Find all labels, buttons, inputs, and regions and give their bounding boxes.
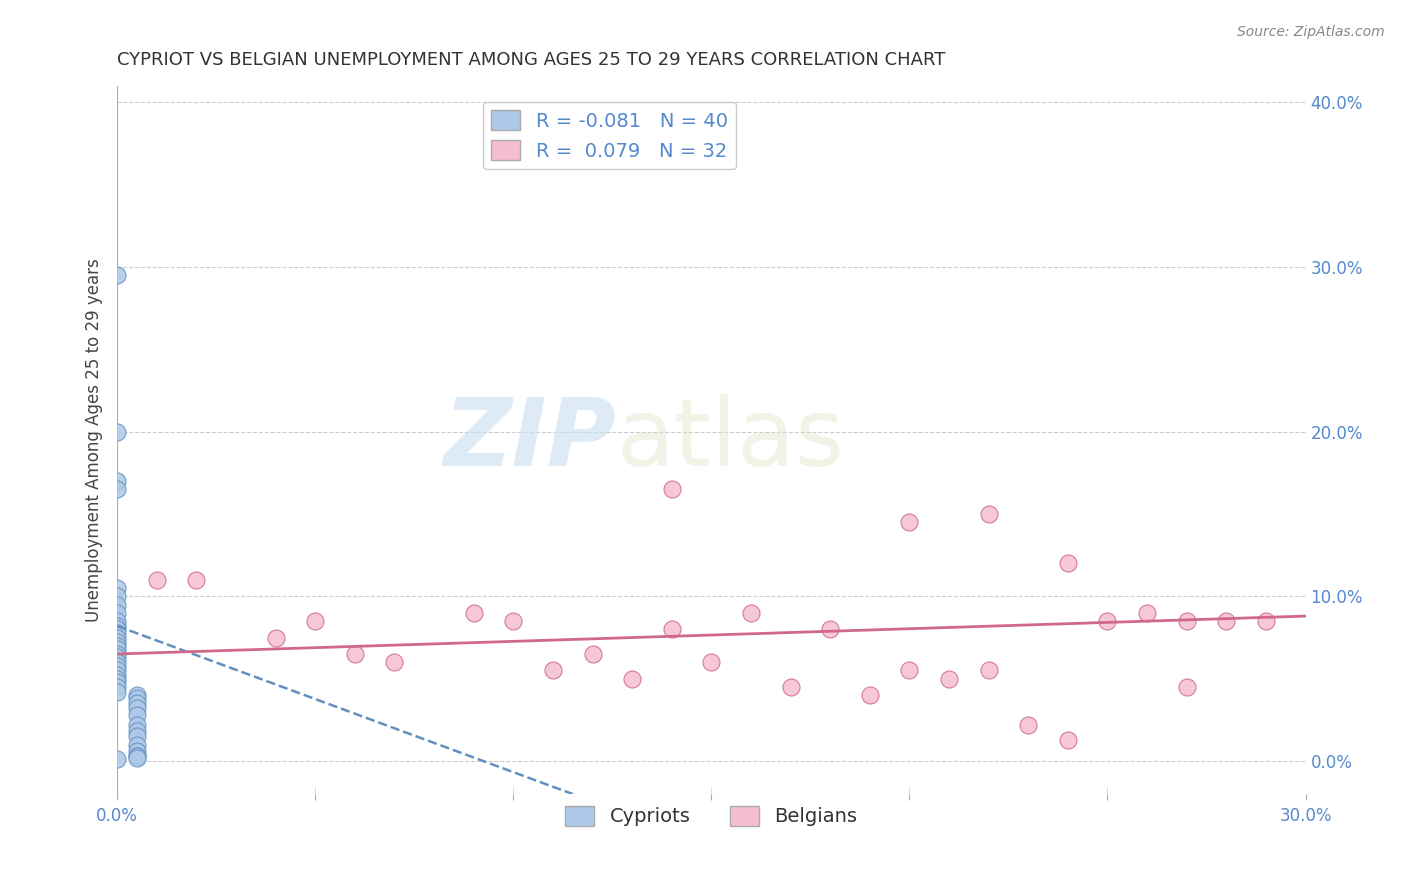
Point	[105, 664, 128, 678]
Text: Source: ZipAtlas.com: Source: ZipAtlas.com	[1237, 25, 1385, 39]
Point	[105, 606, 128, 620]
Point	[105, 680, 128, 694]
Point	[105, 581, 128, 595]
Point	[105, 672, 128, 686]
Text: atlas: atlas	[616, 393, 845, 486]
Point	[105, 752, 128, 766]
Point	[463, 606, 485, 620]
Point	[1056, 557, 1078, 571]
Point	[621, 672, 644, 686]
Point	[661, 622, 683, 636]
Legend: Cypriots, Belgians: Cypriots, Belgians	[557, 797, 865, 834]
Point	[740, 606, 762, 620]
Point	[105, 425, 128, 439]
Point	[661, 482, 683, 496]
Point	[700, 655, 723, 669]
Y-axis label: Unemployment Among Ages 25 to 29 years: Unemployment Among Ages 25 to 29 years	[86, 258, 103, 622]
Point	[818, 622, 841, 636]
Point	[105, 635, 128, 649]
Point	[105, 639, 128, 653]
Point	[384, 655, 406, 669]
Point	[125, 691, 148, 706]
Point	[125, 751, 148, 765]
Point	[1056, 732, 1078, 747]
Point	[105, 619, 128, 633]
Point	[1215, 614, 1237, 628]
Point	[125, 701, 148, 715]
Point	[105, 650, 128, 665]
Point	[105, 631, 128, 645]
Point	[938, 672, 960, 686]
Point	[581, 647, 603, 661]
Point	[105, 622, 128, 636]
Point	[1136, 606, 1159, 620]
Point	[105, 655, 128, 669]
Point	[343, 647, 366, 661]
Point	[1254, 614, 1277, 628]
Point	[105, 598, 128, 612]
Point	[105, 658, 128, 673]
Point	[125, 688, 148, 702]
Point	[105, 625, 128, 640]
Point	[125, 749, 148, 764]
Point	[1017, 718, 1039, 732]
Point	[264, 631, 287, 645]
Point	[977, 664, 1000, 678]
Point	[186, 573, 208, 587]
Point	[125, 730, 148, 744]
Point	[541, 664, 564, 678]
Point	[1175, 614, 1198, 628]
Text: ZIP: ZIP	[443, 393, 616, 486]
Point	[105, 268, 128, 282]
Point	[105, 614, 128, 628]
Point	[898, 664, 921, 678]
Point	[105, 482, 128, 496]
Point	[859, 688, 882, 702]
Point	[779, 680, 801, 694]
Point	[125, 724, 148, 739]
Point	[105, 668, 128, 682]
Point	[1097, 614, 1119, 628]
Point	[125, 708, 148, 723]
Point	[105, 647, 128, 661]
Point	[125, 744, 148, 758]
Point	[304, 614, 326, 628]
Point	[146, 573, 169, 587]
Point	[125, 697, 148, 711]
Point	[125, 738, 148, 752]
Text: CYPRIOT VS BELGIAN UNEMPLOYMENT AMONG AGES 25 TO 29 YEARS CORRELATION CHART: CYPRIOT VS BELGIAN UNEMPLOYMENT AMONG AG…	[117, 51, 946, 69]
Point	[1175, 680, 1198, 694]
Point	[105, 590, 128, 604]
Point	[502, 614, 524, 628]
Point	[977, 507, 1000, 521]
Point	[125, 718, 148, 732]
Point	[898, 515, 921, 529]
Point	[105, 675, 128, 690]
Point	[105, 474, 128, 488]
Point	[105, 685, 128, 699]
Point	[125, 749, 148, 764]
Point	[105, 642, 128, 657]
